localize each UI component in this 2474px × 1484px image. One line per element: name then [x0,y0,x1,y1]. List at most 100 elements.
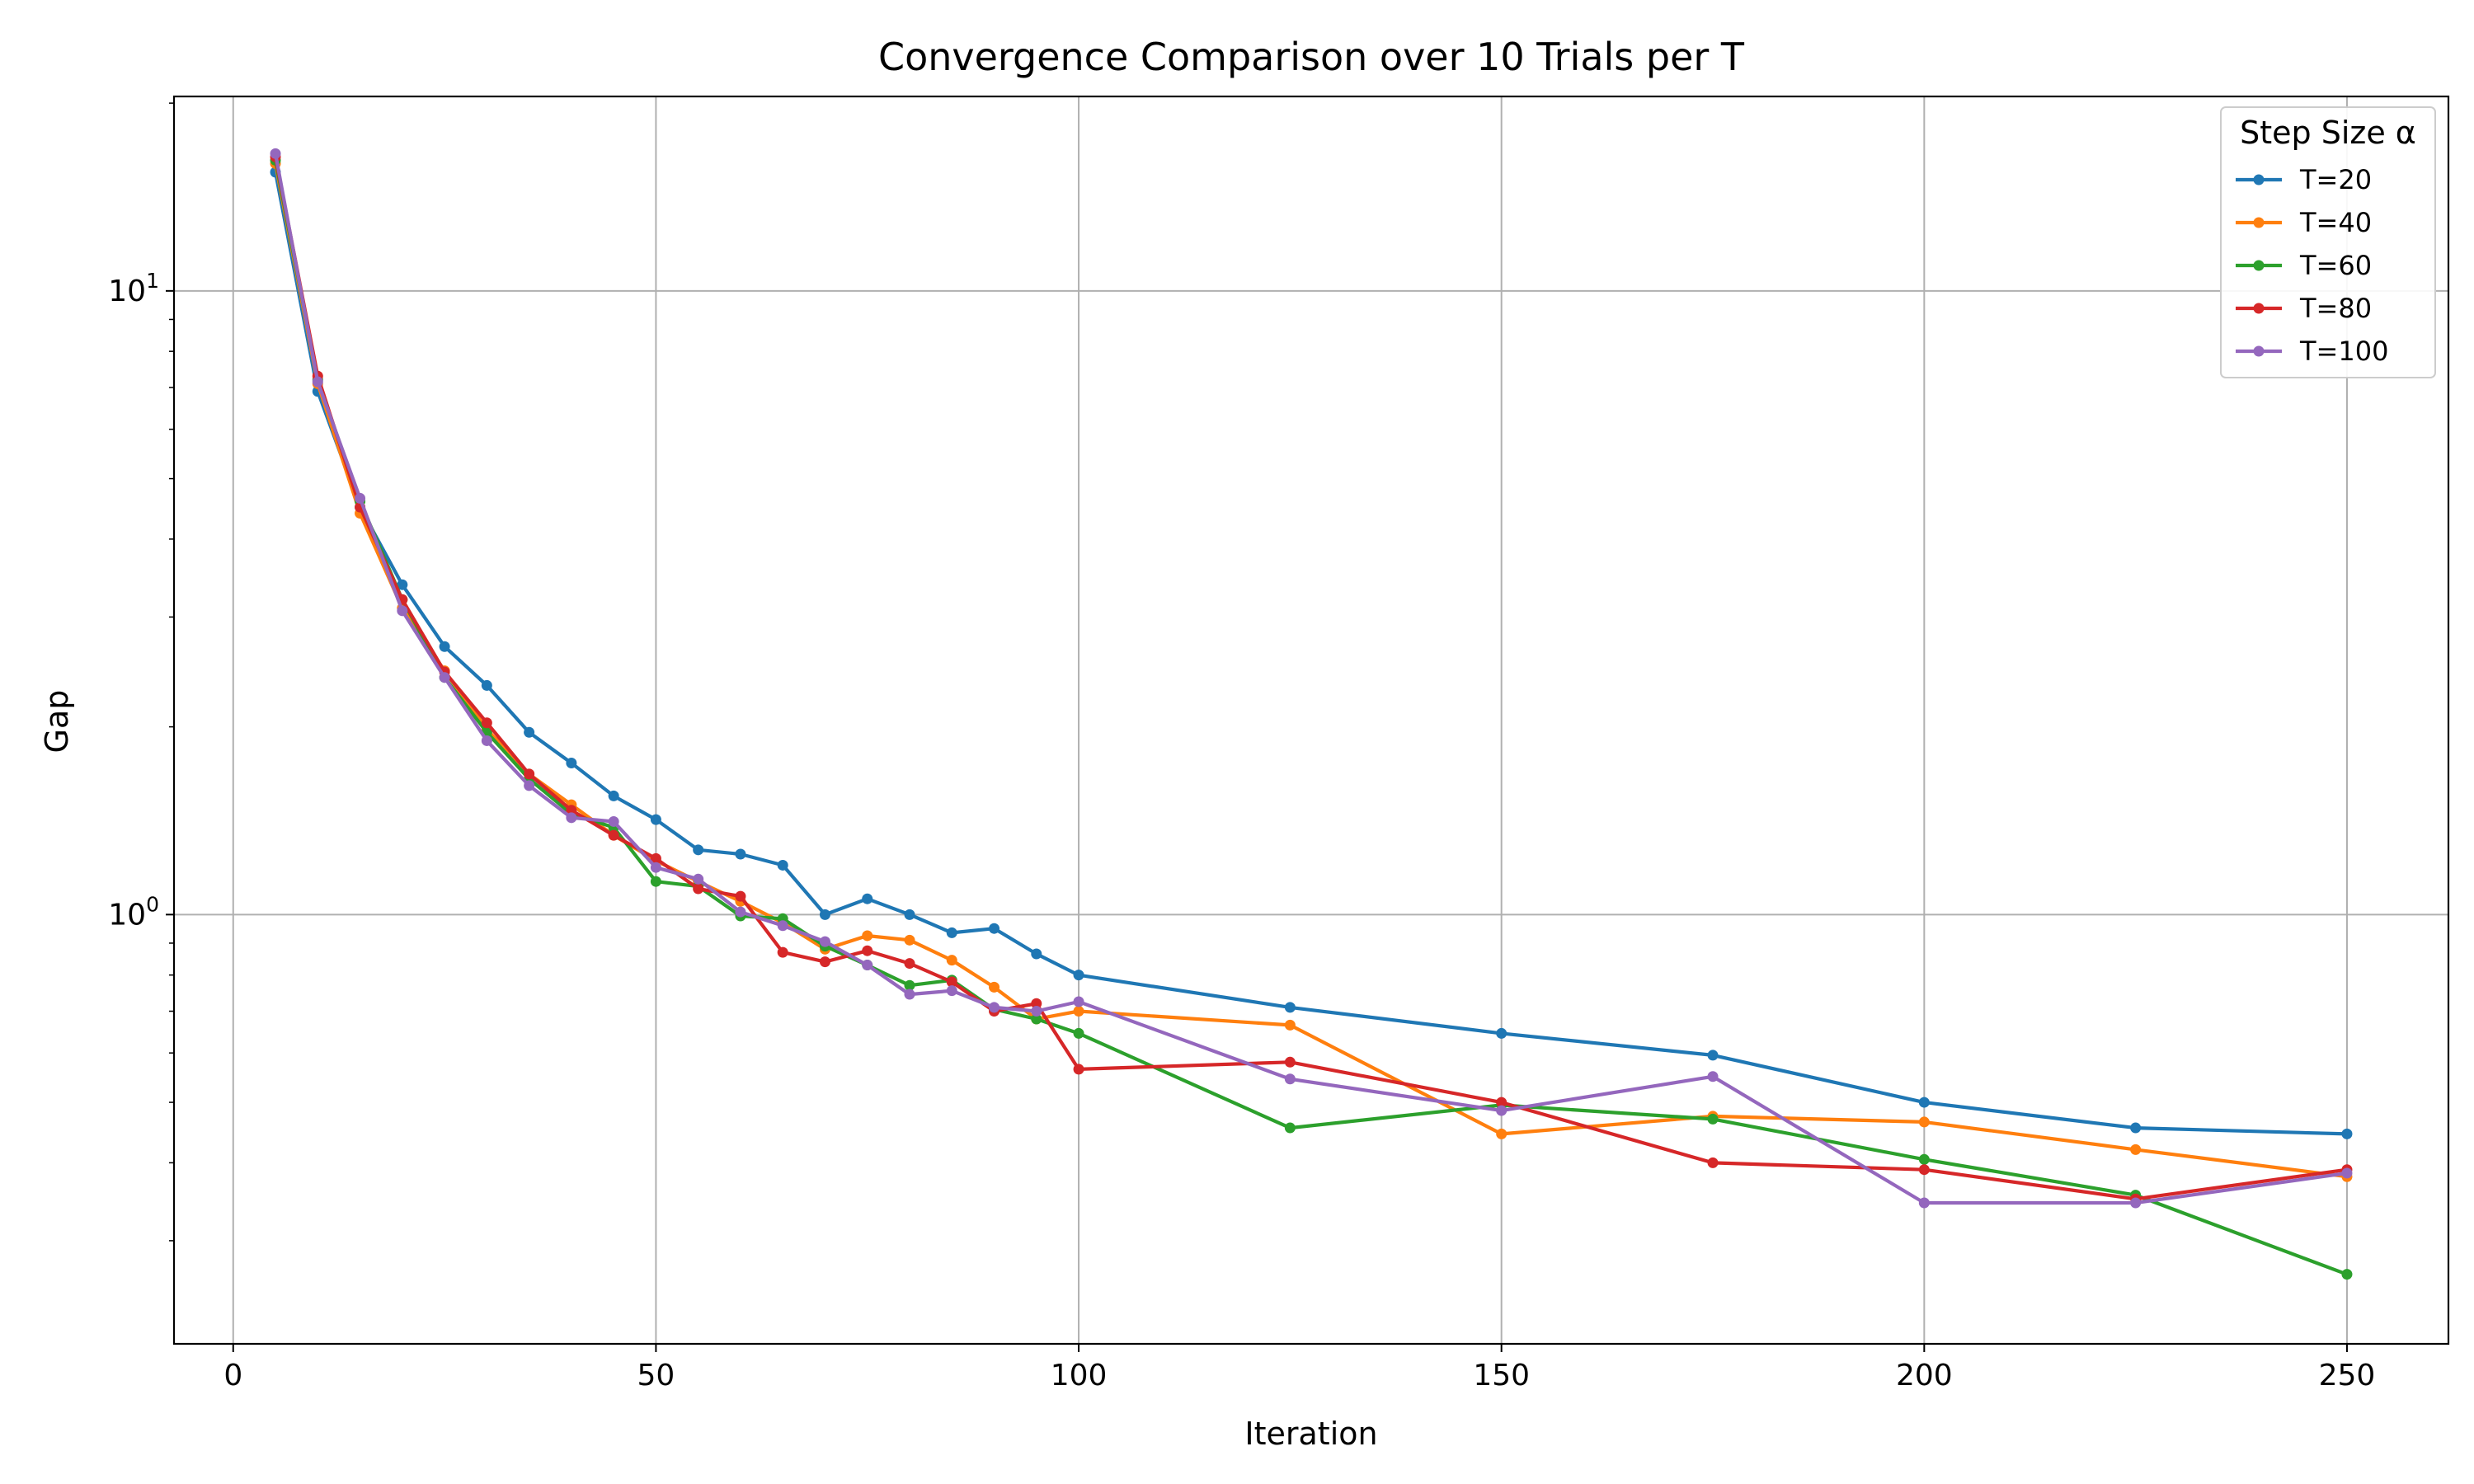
data-point [1707,1071,1719,1082]
data-point [1073,1064,1084,1075]
legend-label: T=40 [2299,207,2372,238]
data-point [904,989,915,1000]
legend-item: T=20 [2236,164,2372,195]
data-point [1284,1002,1296,1013]
y-tick-label: 101 [108,269,159,308]
series-T=20 [270,167,2353,1139]
data-point [1496,1105,1507,1116]
series-T=100 [270,148,2353,1209]
data-point [693,883,704,895]
data-point [566,757,577,768]
data-point [481,717,492,729]
data-point [1918,1097,1930,1108]
data-point [1496,1128,1507,1139]
series-line [273,171,2348,1136]
data-point [989,981,1000,993]
data-point [1918,1197,1930,1209]
legend-label: T=60 [2299,250,2372,281]
legend-swatch-marker [2253,260,2265,271]
data-point [1918,1153,1930,1165]
legend-swatch-marker [2253,174,2265,186]
data-point [1284,1122,1296,1134]
data-point [904,979,915,991]
data-point [1918,1164,1930,1176]
data-point [989,923,1000,934]
legend-swatch-marker [2253,217,2265,228]
data-point [946,976,957,988]
data-point [312,376,323,387]
data-point [1284,1019,1296,1031]
legend-label: T=20 [2299,164,2372,195]
legend-label: T=80 [2299,293,2372,324]
grid-lines [174,96,2448,1344]
data-point [1031,998,1042,1009]
data-point [650,852,661,864]
legend-items: T=20 T=40 T=60 T=80 T=100 [2236,164,2388,367]
x-tick-label: 250 [2319,1359,2376,1392]
data-point [524,726,535,738]
data-point [862,930,873,942]
data-point [735,906,746,918]
data-point [693,873,704,885]
x-axis: 0 50 100 150 200 250 [223,1344,2375,1392]
plot-frame [172,95,2450,1345]
data-point [819,956,830,968]
x-tick-label: 0 [223,1359,242,1392]
data-point [566,812,577,824]
x-tick-label: 100 [1051,1359,1108,1392]
data-point [650,862,661,873]
data-point [650,876,661,887]
data-point [693,844,704,856]
data-point [1284,1073,1296,1085]
data-point [1073,1027,1084,1039]
data-point [2341,1128,2353,1139]
legend-label: T=100 [2299,336,2388,367]
legend-item: T=60 [2236,250,2372,281]
data-point [439,672,450,683]
data-point [777,920,788,932]
data-point [2130,1122,2142,1134]
data-point [608,815,619,827]
data-point [777,859,788,871]
data-point [946,955,957,966]
legend-swatch-marker [2253,345,2265,357]
data-point [1707,1050,1719,1061]
data-point [989,1002,1000,1013]
legend: Step Size α T=20 T=40 T=60 T=80 T=100 [2220,106,2436,378]
data-point [735,890,746,902]
data-point [524,780,535,791]
data-point [862,960,873,971]
data-point [2341,1269,2353,1280]
data-point [904,958,915,970]
series-line [273,153,2348,1205]
data-point [1496,1097,1507,1108]
plot-area [174,96,2448,1344]
y-axis-label: Gap [39,690,75,754]
legend-swatch-marker [2253,303,2265,314]
data-point [397,605,408,617]
x-tick-label: 50 [637,1359,675,1392]
data-point [439,641,450,652]
data-point [2130,1197,2142,1209]
x-axis-label: Iteration [1244,1416,1377,1452]
data-point [1496,1027,1507,1039]
x-tick-label: 150 [1473,1359,1530,1392]
x-tick-label: 200 [1896,1359,1953,1392]
data-point [946,927,957,938]
data-point [397,579,408,590]
data-point [862,945,873,956]
data-point [1707,1113,1719,1125]
data-point [1073,1006,1084,1017]
data-point [1284,1056,1296,1068]
series-line [273,156,2348,1201]
y-tick-label: 100 [108,892,159,932]
data-point [904,934,915,946]
data-point [819,909,830,920]
data-point [524,768,535,780]
data-point [608,829,619,841]
data-point [2130,1144,2142,1155]
data-point [946,985,957,997]
data-point [862,893,873,904]
data-point [566,805,577,816]
